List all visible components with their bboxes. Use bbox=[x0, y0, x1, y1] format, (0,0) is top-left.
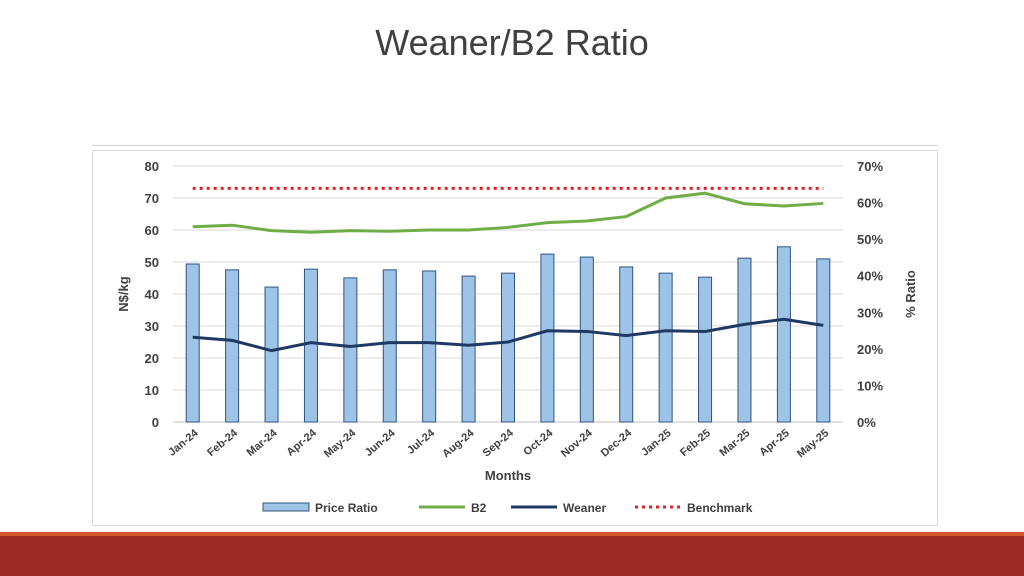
bar-price-ratio bbox=[658, 272, 673, 423]
y2-tick-label: 40% bbox=[857, 269, 883, 284]
y2-tick-label: 20% bbox=[857, 342, 883, 357]
bar-price-ratio bbox=[461, 275, 476, 423]
x-tick-label: Apr-24 bbox=[284, 427, 319, 459]
x-tick-label: Sep-24 bbox=[481, 427, 517, 460]
x-tick-label: Oct-24 bbox=[521, 427, 556, 459]
x-tick-label: Feb-25 bbox=[678, 427, 713, 459]
x-tick-label: Apr-25 bbox=[757, 427, 791, 459]
x-tick-label: Jan-25 bbox=[639, 427, 673, 459]
bar-price-ratio bbox=[303, 268, 318, 423]
x-tick-label: Jan-24 bbox=[166, 427, 201, 459]
y-tick-label: 10 bbox=[145, 383, 159, 398]
y-tick-label: 30 bbox=[145, 319, 159, 334]
y2-axis-title: % Ratio bbox=[903, 270, 918, 318]
x-tick-label: Jun-24 bbox=[363, 427, 399, 460]
bar-price-ratio bbox=[737, 257, 752, 423]
y-tick-label: 50 bbox=[145, 255, 159, 270]
y-tick-label: 40 bbox=[145, 287, 159, 302]
y-tick-label: 60 bbox=[145, 223, 159, 238]
legend-label: Weaner bbox=[563, 501, 606, 515]
x-tick-label: Mar-24 bbox=[245, 427, 281, 460]
y2-tick-label: 70% bbox=[857, 159, 883, 174]
bar-price-ratio bbox=[579, 256, 594, 423]
x-tick-label: Dec-24 bbox=[599, 427, 635, 460]
legend-swatch-price-ratio bbox=[262, 502, 310, 512]
bar-price-ratio bbox=[422, 270, 437, 423]
bar-price-ratio bbox=[619, 266, 634, 423]
line-b2 bbox=[192, 191, 824, 234]
x-tick-label: Feb-24 bbox=[205, 427, 241, 460]
footer-bar bbox=[0, 536, 1024, 576]
x-tick-label: May-24 bbox=[322, 427, 359, 461]
y-tick-label: 80 bbox=[145, 159, 159, 174]
bar-price-ratio bbox=[698, 276, 713, 423]
x-axis-title: Months bbox=[485, 468, 531, 483]
chart-container: 0 10 20 30 40 50 60 70 80 0% 10% 20% 30% 40% 50% 60% 70%… bbox=[92, 150, 938, 526]
legend-label: Price Ratio bbox=[315, 501, 378, 515]
x-tick-label: Jul-24 bbox=[405, 427, 438, 457]
slide-title: Weaner/B2 Ratio bbox=[375, 22, 649, 63]
legend-label: Benchmark bbox=[687, 501, 753, 515]
bar-price-ratio bbox=[225, 269, 240, 423]
combo-chart: 0 10 20 30 40 50 60 70 80 0% 10% 20% 30% 40% 50% 60% 70%… bbox=[116, 159, 918, 515]
bar-price-ratio bbox=[264, 286, 279, 423]
bar-price-ratio bbox=[382, 269, 397, 423]
y-tick-label: 20 bbox=[145, 351, 159, 366]
bar-price-ratio bbox=[501, 272, 515, 423]
y2-tick-label: 10% bbox=[857, 378, 883, 393]
bar-price-ratio bbox=[816, 258, 831, 423]
y-tick-label: 70 bbox=[145, 191, 159, 206]
y2-tick-label: 0% bbox=[857, 415, 876, 430]
divider bbox=[92, 145, 938, 146]
legend-label: B2 bbox=[471, 501, 487, 515]
bar-price-ratio bbox=[343, 277, 358, 423]
bar-price-ratio bbox=[540, 253, 555, 423]
y-tick-label: 0 bbox=[152, 415, 159, 430]
bar-price-ratio bbox=[776, 246, 791, 423]
y2-tick-label: 60% bbox=[857, 196, 883, 211]
bar-price-ratio bbox=[185, 263, 200, 423]
line-weaner bbox=[192, 317, 824, 353]
y2-tick-label: 50% bbox=[857, 232, 883, 247]
y-axis-title: N$/kg bbox=[116, 276, 131, 311]
footer-accent-line bbox=[0, 532, 1024, 536]
x-tick-label: Aug-24 bbox=[440, 427, 477, 461]
x-tick-label: May-25 bbox=[795, 427, 831, 460]
x-tick-label: Mar-25 bbox=[718, 427, 753, 459]
y2-tick-label: 30% bbox=[857, 305, 883, 320]
x-tick-label: Nov-24 bbox=[559, 427, 595, 460]
